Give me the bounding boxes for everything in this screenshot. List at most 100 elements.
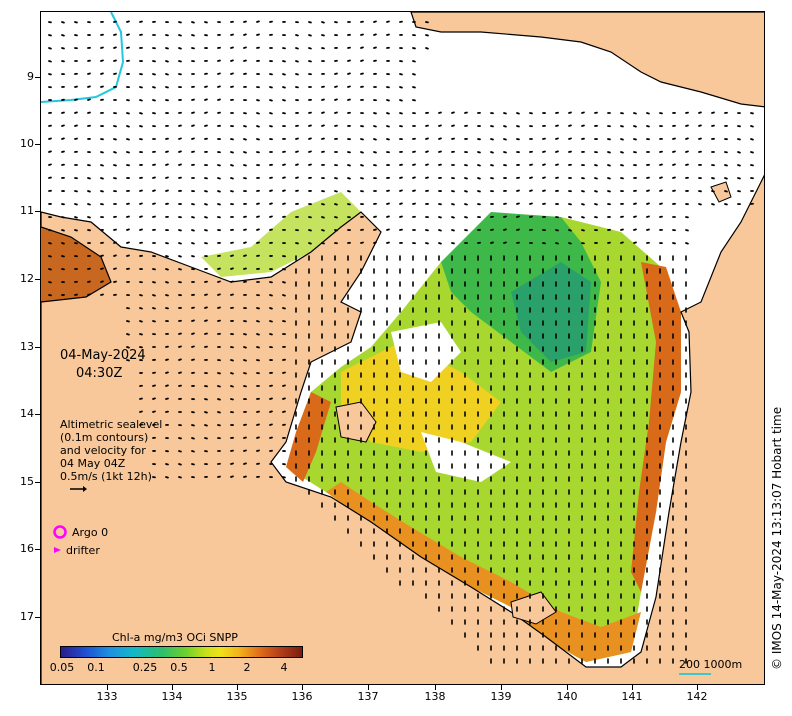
- velocity-arrow: [568, 111, 572, 114]
- velocity-arrow: [178, 137, 182, 140]
- lat-tick-mark: [35, 617, 40, 618]
- velocity-arrow: [698, 124, 702, 127]
- velocity-arrow: [61, 229, 65, 232]
- velocity-arrow: [373, 228, 377, 231]
- lat-tick-mark: [35, 144, 40, 145]
- colorbar-tick: 1: [208, 661, 216, 674]
- velocity-arrow: [425, 34, 429, 37]
- lat-tick-mark: [35, 347, 40, 348]
- velocity-arrow: [347, 164, 351, 167]
- velocity-arrow: [633, 228, 637, 231]
- velocity-arrow: [737, 151, 741, 154]
- velocity-arrow: [308, 124, 312, 127]
- velocity-arrow: [334, 85, 338, 88]
- velocity-arrow: [620, 241, 624, 244]
- velocity-arrow: [87, 203, 91, 206]
- velocity-arrow: [191, 34, 195, 37]
- lat-tick-label: 12: [20, 272, 34, 285]
- velocity-arrow: [373, 125, 377, 128]
- velocity-arrow: [139, 307, 143, 310]
- velocity-arrow: [87, 293, 91, 296]
- velocity-arrow: [191, 437, 195, 440]
- velocity-arrow: [217, 203, 221, 206]
- velocity-arrow: [139, 423, 143, 426]
- velocity-arrow: [373, 20, 377, 23]
- velocity-arrow: [126, 346, 130, 349]
- velocity-arrow: [61, 34, 65, 37]
- velocity-arrow: [152, 294, 156, 297]
- velocity-arrow: [334, 190, 338, 193]
- lon-tick-label: 137: [357, 690, 379, 703]
- velocity-arrow: [243, 372, 247, 375]
- velocity-arrow: [178, 47, 182, 50]
- velocity-arrow: [230, 475, 234, 478]
- velocity-arrow: [477, 190, 481, 193]
- velocity-arrow: [685, 242, 689, 245]
- velocity-arrow: [438, 229, 442, 232]
- velocity-arrow: [126, 33, 130, 36]
- velocity-arrow: [139, 20, 143, 23]
- velocity-arrow: [152, 99, 156, 102]
- map-frame: [40, 11, 765, 685]
- velocity-arrow: [217, 177, 221, 180]
- velocity-arrow: [243, 475, 247, 478]
- velocity-arrow: [308, 34, 312, 37]
- velocity-arrow: [386, 228, 390, 231]
- velocity-arrow: [178, 60, 182, 63]
- velocity-arrow: [568, 216, 572, 219]
- velocity-arrow: [282, 73, 286, 76]
- velocity-arrow: [48, 60, 52, 63]
- velocity-arrow: [217, 306, 221, 309]
- velocity-arrow: [581, 190, 585, 193]
- velocity-arrow: [425, 150, 429, 153]
- velocity-arrow: [113, 138, 117, 141]
- velocity-arrow: [48, 150, 52, 153]
- velocity-arrow: [139, 202, 143, 205]
- argo-label: Argo 0: [72, 526, 109, 539]
- velocity-arrow: [217, 411, 221, 414]
- velocity-arrow: [334, 98, 338, 101]
- velocity-arrow: [243, 125, 247, 128]
- velocity-arrow: [464, 203, 468, 206]
- scale-label: 200 1000m: [679, 658, 743, 671]
- velocity-arrow: [178, 268, 182, 271]
- velocity-arrow: [412, 163, 416, 166]
- velocity-arrow: [529, 176, 533, 179]
- velocity-arrow: [256, 33, 260, 36]
- velocity-arrow: [386, 215, 390, 218]
- velocity-arrow: [555, 137, 559, 140]
- velocity-arrow: [178, 34, 182, 37]
- velocity-arrow: [113, 46, 117, 49]
- credit-text: © IMOS 14-May-2024 13:13:07 Hobart time: [770, 406, 784, 670]
- velocity-arrow: [724, 164, 728, 167]
- velocity-arrow: [425, 242, 429, 245]
- velocity-arrow: [737, 177, 741, 180]
- lon-tick-mark: [501, 685, 502, 690]
- north-specks: [201, 192, 361, 277]
- velocity-arrow: [256, 20, 260, 23]
- velocity-arrow: [646, 189, 650, 192]
- velocity-arrow: [321, 229, 325, 232]
- velocity-arrow: [360, 151, 364, 154]
- velocity-arrow: [191, 124, 195, 127]
- velocity-arrow: [230, 280, 234, 283]
- velocity-arrow: [256, 125, 260, 128]
- velocity-arrow: [412, 189, 416, 192]
- velocity-arrow: [256, 333, 260, 336]
- velocity-arrow: [113, 164, 117, 167]
- lon-tick-label: 136: [291, 690, 313, 703]
- velocity-arrow: [100, 267, 104, 270]
- velocity-arrow: [165, 384, 169, 387]
- velocity-arrow: [581, 203, 585, 206]
- velocity-arrow: [243, 462, 247, 465]
- velocity-arrow: [230, 46, 234, 49]
- velocity-arrow: [373, 138, 377, 141]
- velocity-arrow: [295, 47, 299, 50]
- velocity-arrow: [477, 164, 481, 167]
- velocity-arrow: [360, 164, 364, 167]
- velocity-arrow: [139, 215, 143, 218]
- velocity-arrow: [321, 124, 325, 127]
- velocity-arrow: [217, 280, 221, 283]
- velocity-arrow: [360, 177, 364, 180]
- velocity-arrow: [191, 450, 195, 453]
